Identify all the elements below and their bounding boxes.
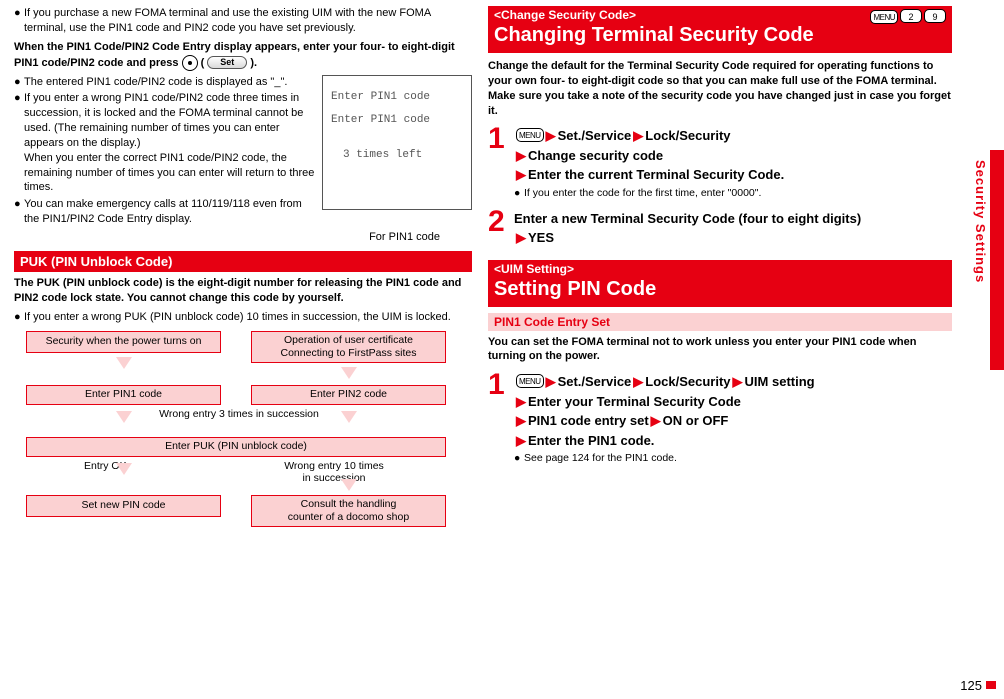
side-tab (990, 150, 1004, 370)
bullet-dot: ● (14, 91, 24, 195)
pin-img-line: Enter PIN1 code (331, 109, 463, 132)
bullet: ● The entered PIN1 code/PIN2 code is dis… (14, 75, 316, 90)
bullet: ● You can make emergency calls at 110/11… (14, 197, 316, 227)
heading-part: ). (250, 56, 257, 68)
intro-para: You can set the FOMA terminal not to wor… (488, 335, 952, 365)
flow-box: Enter PIN1 code (26, 385, 221, 405)
left-column: ● If you purchase a new FOMA terminal an… (6, 6, 480, 581)
pin-screen-illustration: Enter PIN1 code Enter PIN1 code 3 times … (322, 75, 472, 210)
bullet-dot: ● (14, 6, 24, 36)
key-icon: 9 (924, 9, 946, 23)
pin-caption: For PIN1 code (14, 231, 472, 243)
pin-img-line: 3 times left (331, 144, 463, 167)
bullet-text: If you purchase a new FOMA terminal and … (24, 6, 472, 36)
flow-text: Wrong entry 10 timesin succession (264, 460, 404, 484)
bullet-dot: ● (14, 310, 24, 325)
flow-arrow-icon (341, 479, 357, 491)
menu-key-icon: MENU (870, 10, 898, 24)
pin1-entry-bar: PIN1 Code Entry Set (488, 313, 952, 331)
bullet: ● If you purchase a new FOMA terminal an… (14, 6, 472, 36)
bullet-text: You can make emergency calls at 110/119/… (24, 197, 316, 227)
flow-box: Enter PIN2 code (251, 385, 446, 405)
flow-arrow-icon (341, 411, 357, 423)
page-number-bar (986, 681, 996, 689)
heading-part: ( (201, 56, 205, 68)
header-title: Changing Terminal Security Code (494, 24, 946, 47)
step-note: ●If you enter the code for the first tim… (514, 187, 952, 201)
uim-setting-header: <UIM Setting> Setting PIN Code (488, 260, 952, 307)
step-body: MENU▶Set./Service▶Lock/Security ▶Change … (514, 126, 952, 185)
bullet-dot: ● (14, 75, 24, 90)
set-button-icon: Set (207, 56, 247, 69)
heading: When the PIN1 Code/PIN2 Code Entry displ… (14, 40, 472, 71)
flow-box: Set new PIN code (26, 495, 221, 517)
flow-arrow-icon (341, 367, 357, 379)
flow-arrow-icon (116, 411, 132, 423)
puk-section-bar: PUK (PIN Unblock Code) (14, 251, 472, 272)
change-security-header: MENU29 <Change Security Code> Changing T… (488, 6, 952, 53)
puk-flowchart: Security when the power turns on Operati… (14, 331, 472, 581)
flow-box: Security when the power turns on (26, 331, 221, 353)
bullet-text: If you enter a wrong PIN1 code/PIN2 code… (24, 91, 316, 195)
side-label: Security Settings (973, 160, 988, 283)
bullet: ● If you enter a wrong PUK (PIN unblock … (14, 310, 472, 325)
page-number: 125 (960, 678, 982, 693)
ok-button-icon (182, 55, 198, 71)
header-title: Setting PIN Code (494, 278, 946, 301)
flow-text: Wrong entry 3 times in succession (124, 408, 354, 420)
flow-arrow-icon (116, 463, 132, 475)
right-column: MENU29 <Change Security Code> Changing T… (480, 6, 960, 581)
step-number: 1 (488, 370, 514, 450)
menu-key-icon: MENU (516, 374, 544, 388)
key-icon: 2 (900, 9, 922, 23)
step-number: 1 (488, 124, 514, 185)
step-number: 2 (488, 207, 514, 248)
pin-img-line: Enter PIN1 code (331, 86, 463, 109)
step-1b: 1 MENU▶Set./Service▶Lock/Security▶UIM se… (488, 368, 952, 450)
step-1: 1 MENU▶Set./Service▶Lock/Security ▶Chang… (488, 122, 952, 185)
puk-para: The PUK (PIN unblock code) is the eight-… (14, 276, 472, 306)
step-body: MENU▶Set./Service▶Lock/Security▶UIM sett… (514, 372, 952, 450)
flow-box: Consult the handling counter of a docomo… (251, 495, 446, 527)
bullet: ● If you enter a wrong PIN1 code/PIN2 co… (14, 91, 316, 195)
bullet-text: If you enter a wrong PUK (PIN unblock co… (24, 310, 472, 325)
step-note: ●See page 124 for the PIN1 code. (514, 452, 952, 466)
flow-box: Operation of user certificate Connecting… (251, 331, 446, 363)
header-tag: <UIM Setting> (494, 262, 946, 276)
shortcut-keys: MENU29 (868, 9, 946, 24)
flow-arrow-icon (116, 357, 132, 369)
menu-key-icon: MENU (516, 128, 544, 142)
step-body: Enter a new Terminal Security Code (four… (514, 209, 952, 248)
flow-box: Enter PUK (PIN unblock code) (26, 437, 446, 457)
intro-para: Change the default for the Terminal Secu… (488, 59, 952, 118)
step-2: 2 Enter a new Terminal Security Code (fo… (488, 205, 952, 248)
bullet-dot: ● (14, 197, 24, 227)
bullet-text: The entered PIN1 code/PIN2 code is displ… (24, 75, 316, 90)
